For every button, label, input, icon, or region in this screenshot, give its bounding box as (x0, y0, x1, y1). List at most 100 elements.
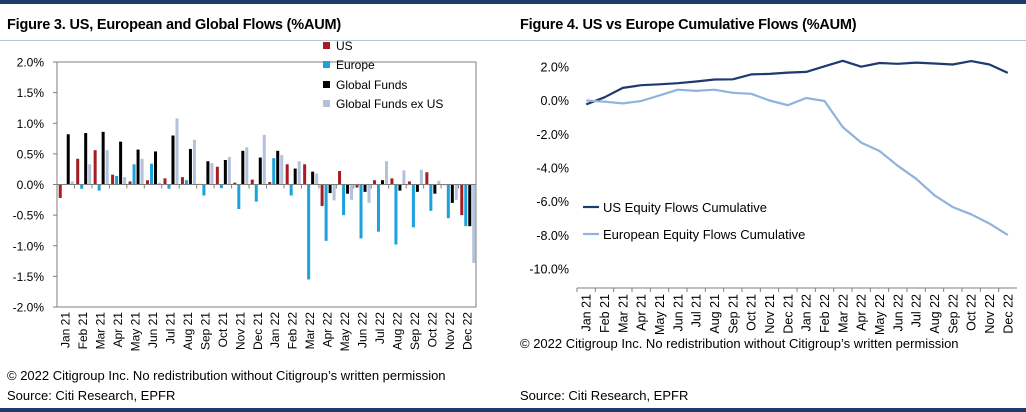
bar-global-funds (450, 184, 454, 203)
x-tick-label: Nov 22 (983, 294, 997, 334)
bar-global-funds-ex-us (472, 184, 476, 263)
y-tick-label: -10.0% (529, 263, 569, 277)
bar-us (146, 180, 150, 185)
bar-europe (150, 163, 154, 185)
x-tick-label: Sep 22 (408, 312, 422, 350)
bottom-border (0, 408, 1026, 412)
figure4-title: Figure 4. US vs Europe Cumulative Flows … (520, 17, 857, 33)
x-tick-label: Jul 21 (690, 294, 704, 327)
bar-us (355, 184, 359, 188)
bar-global-funds (468, 184, 472, 227)
x-tick-label: Jun 22 (891, 294, 905, 332)
bar-europe (359, 184, 363, 239)
x-tick-label: Jan 22 (800, 294, 814, 332)
bar-us (425, 172, 429, 185)
y-tick-label: -8.0% (536, 229, 569, 243)
legend-label: Global Funds ex US (336, 97, 443, 111)
bar-global-funds (84, 133, 88, 185)
y-tick-label: -4.0% (536, 162, 569, 176)
x-tick-label: Dec 22 (460, 312, 474, 350)
bar-global-funds-ex-us (70, 181, 74, 185)
y-tick-label: -6.0% (536, 195, 569, 209)
bar-europe (97, 184, 101, 191)
bar-europe (254, 184, 258, 202)
x-tick-label: May 21 (129, 312, 143, 352)
figure4-copyright: © 2022 Citigroup Inc. No redistribution … (520, 336, 959, 351)
bar-us (320, 184, 324, 206)
x-tick-label: Aug 22 (390, 312, 404, 350)
x-tick-label: Dec 22 (1001, 294, 1015, 334)
x-tick-label: Feb 21 (76, 312, 90, 350)
bar-global-funds-ex-us (158, 182, 162, 185)
figure3-copyright: © 2022 Citigroup Inc. No redistribution … (7, 368, 446, 383)
x-tick-label: Apr 21 (635, 294, 649, 331)
x-tick-label: Jun 22 (356, 312, 370, 348)
x-tick-label: May 21 (653, 294, 667, 335)
x-tick-label: Sep 21 (198, 312, 212, 350)
bar-global-funds-ex-us (227, 156, 231, 185)
bar-global-funds (433, 184, 437, 194)
bar-global-funds (223, 160, 227, 185)
legend-label: US Equity Flows Cumulative (603, 200, 767, 215)
x-tick-label: Nov 21 (233, 312, 247, 350)
bar-global-funds-ex-us (384, 161, 388, 185)
x-tick-label: Sep 22 (946, 294, 960, 334)
y-tick-label: 0.5% (17, 147, 45, 161)
x-tick-label: Jan 22 (268, 312, 282, 348)
bar-europe (411, 184, 415, 228)
bar-global-funds-ex-us (315, 173, 319, 185)
bar-us (180, 177, 184, 185)
bar-europe (115, 175, 119, 185)
bar-global-funds-ex-us (175, 118, 179, 185)
legend-swatch (323, 81, 330, 88)
bar-global-funds-ex-us (140, 158, 144, 185)
x-tick-label: Jul 21 (163, 312, 177, 344)
bar-us (338, 171, 342, 185)
x-tick-label: Jun 21 (146, 312, 160, 348)
bar-us (407, 181, 411, 185)
bar-europe (429, 184, 433, 211)
x-tick-label: Jun 21 (671, 294, 685, 332)
bar-europe (446, 184, 450, 219)
bar-global-funds (119, 141, 123, 185)
y-tick-label: -1.0% (13, 239, 45, 253)
bar-global-funds-ex-us (419, 169, 423, 185)
bar-europe (167, 184, 171, 189)
bar-us (460, 184, 464, 216)
bar-global-funds-ex-us (192, 139, 196, 185)
bar-europe (324, 184, 328, 241)
bar-global-funds (415, 184, 419, 192)
x-tick-label: May 22 (338, 312, 352, 352)
x-tick-label: Mar 22 (303, 312, 317, 350)
y-tick-label: -0.5% (13, 209, 45, 223)
bar-global-funds-ex-us (245, 147, 249, 185)
bar-global-funds (346, 184, 350, 194)
bar-global-funds-ex-us (210, 163, 214, 185)
bar-global-funds (380, 180, 384, 185)
y-tick-label: -1.5% (13, 270, 45, 284)
bar-global-funds-ex-us (437, 180, 441, 185)
y-tick-label: 2.0% (541, 61, 570, 75)
series-line-us-equity-flows-cumulative (585, 59, 1009, 106)
bar-europe (289, 184, 293, 196)
y-tick-label: -2.0% (13, 301, 45, 315)
bar-global-funds (293, 168, 297, 185)
x-tick-label: May 22 (873, 294, 887, 335)
bar-global-funds (241, 150, 245, 185)
bar-global-funds (188, 148, 192, 185)
bar-europe (307, 184, 311, 280)
legend-swatch (323, 61, 330, 68)
x-tick-label: Oct 22 (425, 312, 439, 348)
x-tick-label: Apr 22 (855, 294, 869, 331)
bar-global-funds-ex-us (123, 177, 127, 185)
x-tick-label: Nov 22 (443, 312, 457, 350)
x-tick-label: Feb 21 (598, 294, 612, 333)
bar-us (233, 182, 237, 185)
x-tick-label: Dec 21 (251, 312, 265, 350)
bar-us (215, 166, 219, 185)
bar-global-funds (171, 135, 175, 185)
bar-global-funds-ex-us (280, 155, 284, 185)
bar-global-funds-ex-us (297, 161, 301, 185)
